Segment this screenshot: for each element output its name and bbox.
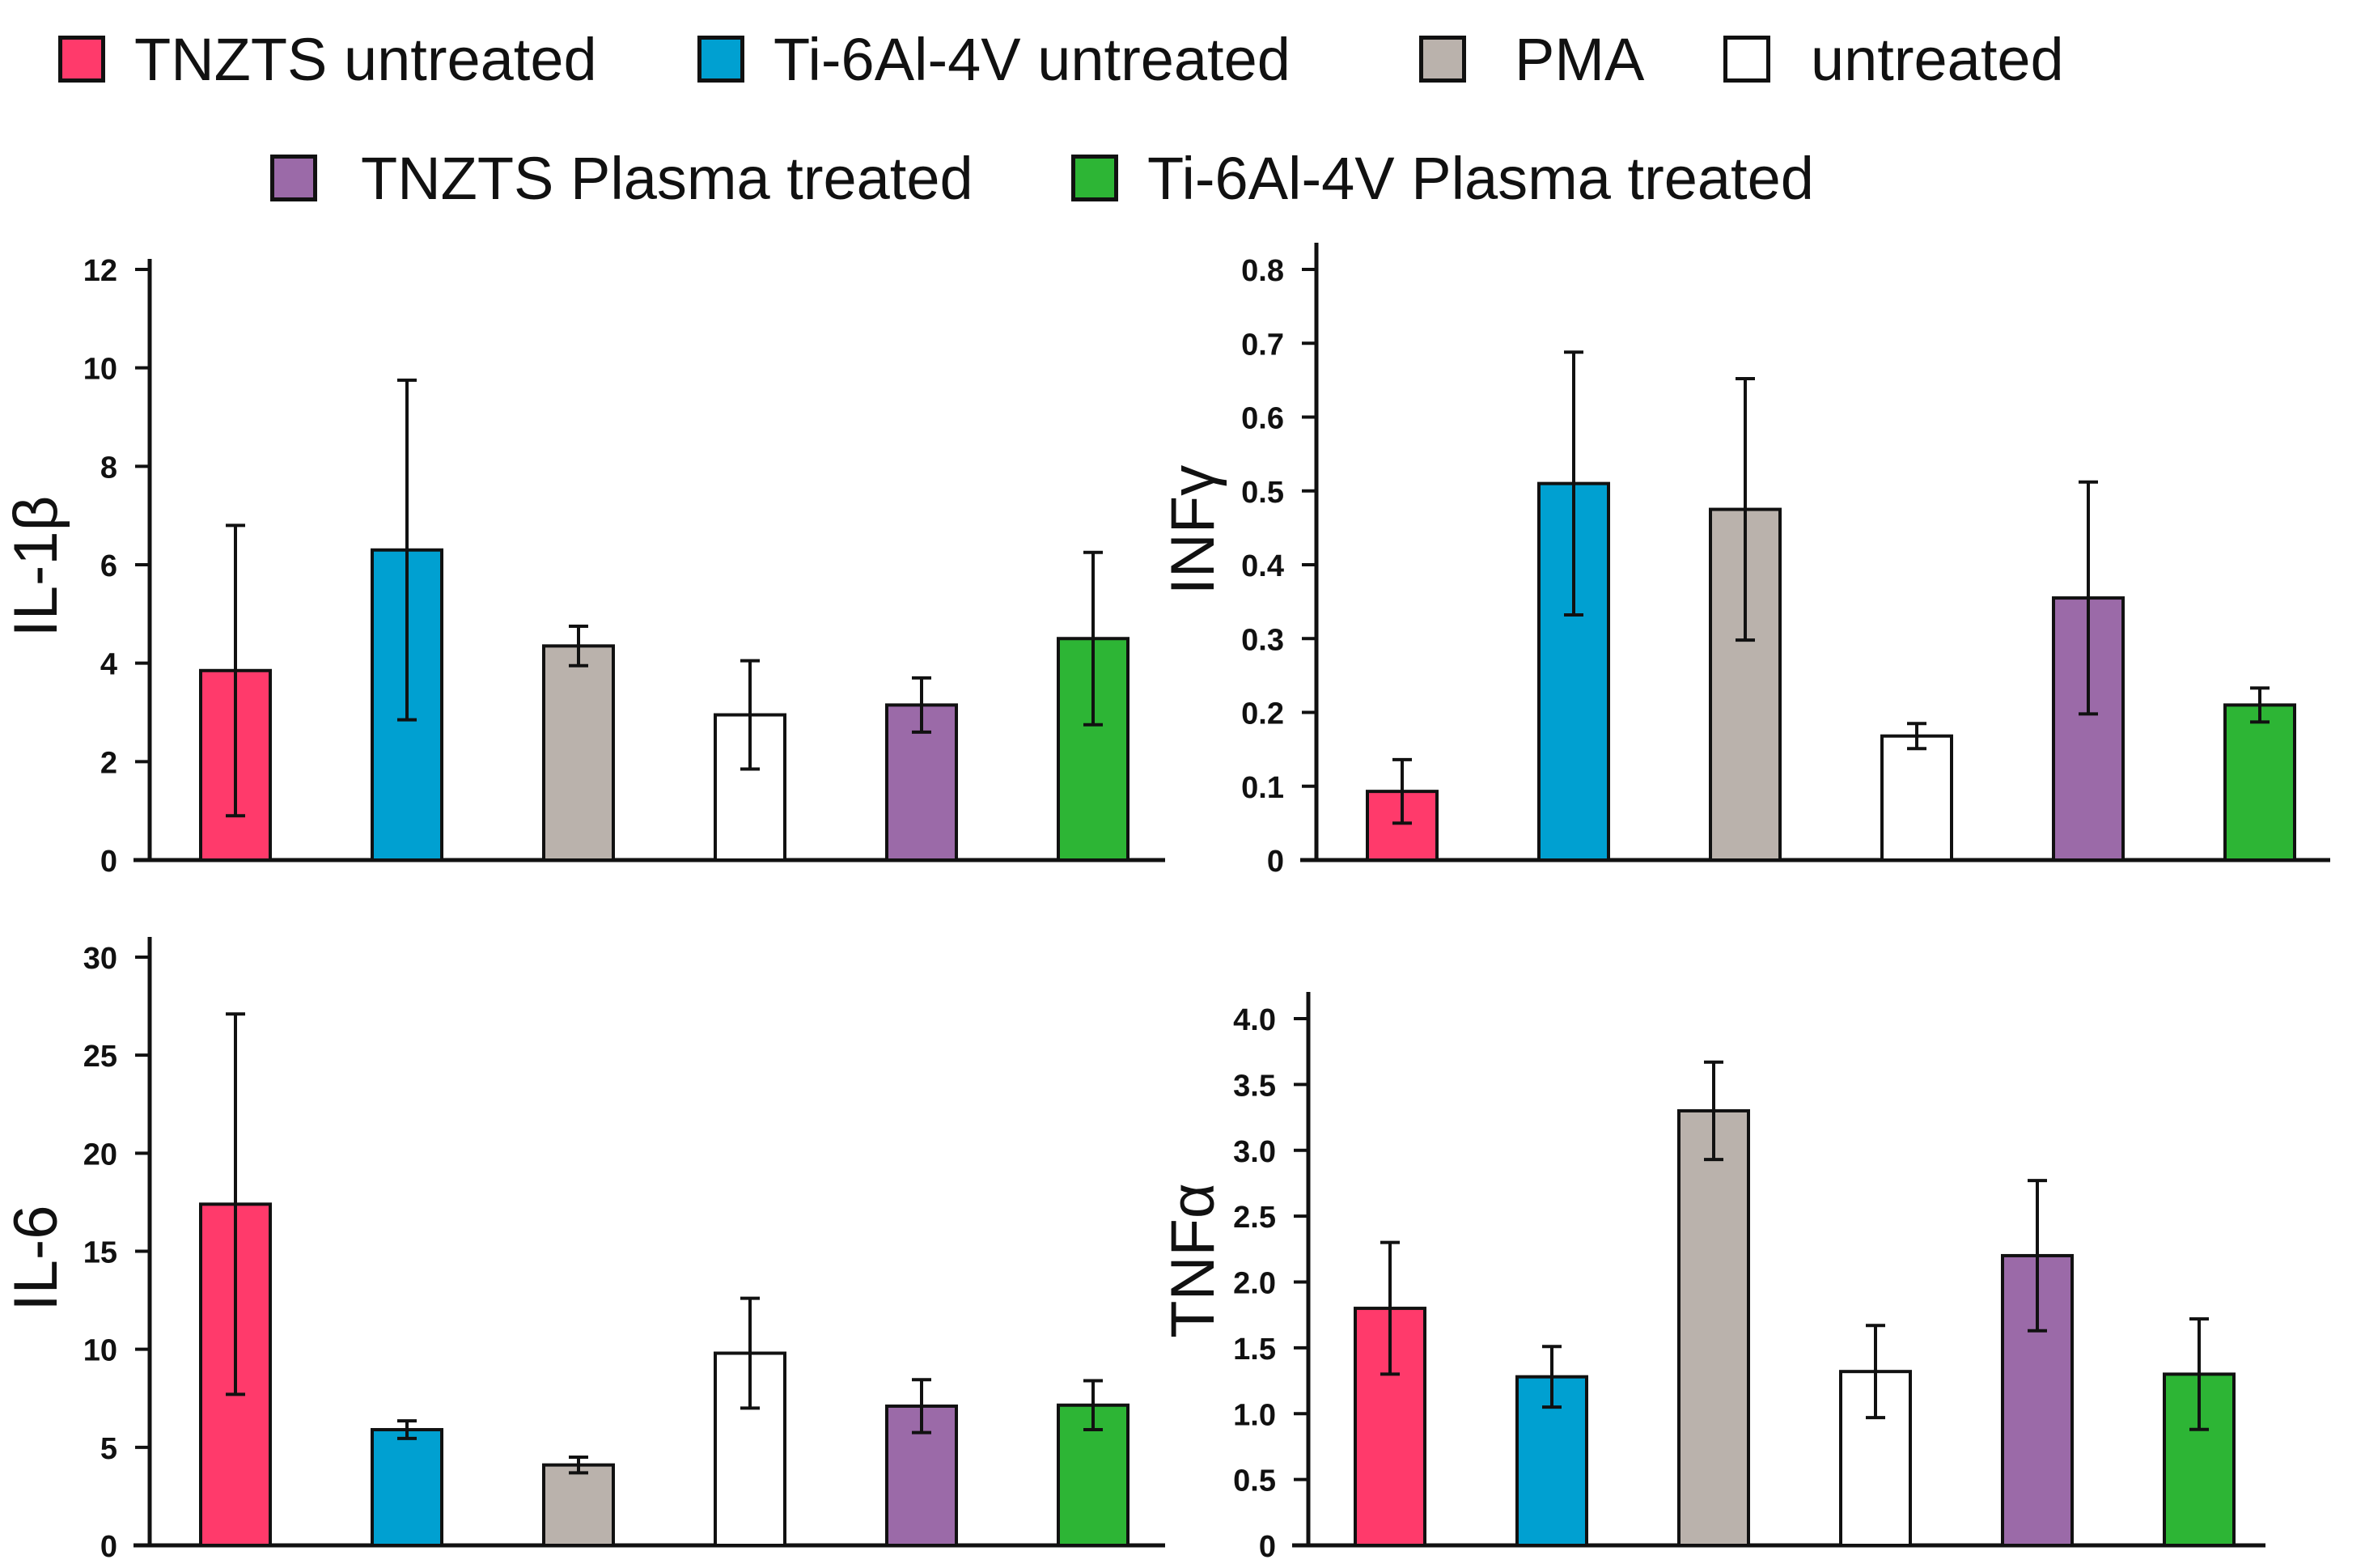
legend-item-ti64-plasma[interactable]: Ti-6Al-4V Plasma treated — [1071, 144, 1814, 212]
y-tick-label-tnfa: 1.5 — [1233, 1333, 1276, 1367]
bar-il6-3[interactable] — [542, 1463, 615, 1547]
chart-tnfa: 0 0.5 1.0 1.5 2.0 2.5 3.0 3.5 4.0 TNFα — [1159, 992, 2265, 1564]
y-tick-label-infg: 0.6 — [1241, 402, 1284, 436]
legend-item-pma[interactable]: PMA — [1419, 25, 1645, 93]
y-tick-label-il6: 20 — [83, 1138, 117, 1172]
legend-swatch-ti64-plasma — [1071, 155, 1118, 201]
y-tick-label-tnfa: 3.0 — [1233, 1135, 1276, 1169]
y-tick-label-infg: 0.5 — [1241, 476, 1284, 510]
bar-il1b-3[interactable] — [542, 644, 615, 862]
legend: TNZTS untreated Ti-6Al-4V untreated PMA … — [0, 0, 2365, 212]
y-tick-label-il6: 5 — [100, 1432, 117, 1466]
y-tick-label-infg: 0 — [1267, 845, 1284, 879]
legend-label-untreated: untreated — [1811, 25, 2064, 93]
legend-swatch-pma — [1419, 36, 1466, 83]
legend-swatch-untreated — [1723, 36, 1770, 83]
y-tick-label-il1b: 10 — [83, 353, 117, 387]
legend-label-tnzts-untreated: TNZTS untreated — [134, 25, 597, 93]
legend-label-tnzts-plasma: TNZTS Plasma treated — [361, 144, 973, 212]
y-tick-label-tnfa: 2.0 — [1233, 1267, 1276, 1301]
legend-item-tnzts-untreated[interactable]: TNZTS untreated — [58, 25, 597, 93]
legend-label-ti64-untreated: Ti-6Al-4V untreated — [773, 25, 1291, 93]
y-tick-label-il1b: 12 — [83, 254, 117, 288]
y-tick-label-infg: 0.4 — [1241, 549, 1284, 583]
y-tick-label-il6: 15 — [83, 1236, 117, 1270]
legend-item-ti64-untreated[interactable]: Ti-6Al-4V untreated — [697, 25, 1291, 93]
y-axis-label-tnfa: TNFα — [1159, 1183, 1227, 1338]
legend-swatch-tnzts-untreated — [58, 36, 105, 83]
y-axis-label-il1b: IL-1β — [2, 496, 70, 638]
y-tick-label-il1b: 2 — [100, 746, 117, 780]
y-tick-label-infg: 0.2 — [1241, 697, 1284, 731]
y-tick-label-il1b: 8 — [100, 451, 117, 485]
chart-il6: 0 5 10 15 20 25 30 IL-6 — [2, 937, 1165, 1564]
legend-label-pma: PMA — [1515, 25, 1645, 93]
y-tick-label-il1b: 4 — [100, 648, 117, 682]
y-tick-label-tnfa: 0 — [1259, 1530, 1276, 1564]
y-tick-label-il6: 0 — [100, 1530, 117, 1564]
bar-tnfa-3[interactable] — [1677, 1108, 1750, 1548]
y-tick-label-tnfa: 1.0 — [1233, 1398, 1276, 1432]
legend-item-untreated[interactable]: untreated — [1723, 25, 2064, 93]
chart-infg: 0 0.1 0.2 0.3 0.4 0.5 0.6 0.7 0.8 INFγ — [1159, 243, 2330, 879]
y-axis-label-infg: INFγ — [1159, 465, 1227, 595]
legend-swatch-ti64-untreated — [697, 36, 744, 83]
legend-item-tnzts-plasma[interactable]: TNZTS Plasma treated — [270, 144, 973, 212]
y-tick-label-il1b: 0 — [100, 845, 117, 879]
y-tick-label-il6: 10 — [83, 1334, 117, 1368]
y-tick-label-il6: 30 — [83, 942, 117, 976]
y-axis-label-il6: IL-6 — [2, 1206, 70, 1312]
chart-il1b: 0 2 4 6 8 10 12 IL-1β — [2, 254, 1165, 879]
legend-label-ti64-plasma: Ti-6Al-4V Plasma treated — [1147, 144, 1814, 212]
legend-swatch-tnzts-plasma — [270, 155, 317, 201]
y-tick-label-infg: 0.1 — [1241, 771, 1284, 805]
y-tick-label-infg: 0.8 — [1241, 254, 1284, 288]
bar-il6-2[interactable] — [371, 1428, 443, 1547]
y-tick-label-infg: 0.3 — [1241, 623, 1284, 657]
y-tick-label-tnfa: 2.5 — [1233, 1201, 1276, 1235]
bar-infg-6[interactable] — [2223, 703, 2296, 862]
y-tick-label-il6: 25 — [83, 1040, 117, 1074]
y-tick-label-tnfa: 0.5 — [1233, 1464, 1276, 1498]
y-tick-label-infg: 0.7 — [1241, 328, 1284, 362]
bar-infg-4[interactable] — [1880, 734, 1953, 862]
y-tick-label-tnfa: 3.5 — [1233, 1069, 1276, 1103]
y-tick-label-tnfa: 4.0 — [1233, 1003, 1276, 1037]
y-tick-label-il1b: 6 — [100, 549, 117, 583]
